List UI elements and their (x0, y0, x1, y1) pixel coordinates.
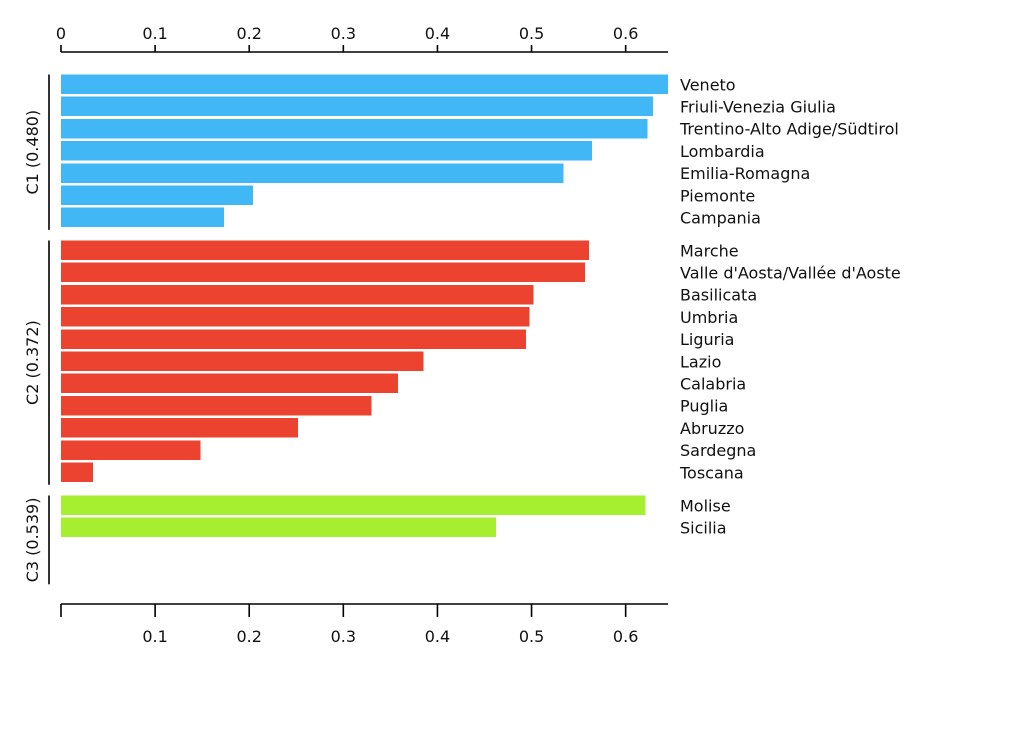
category-label-veneto: Veneto (680, 75, 736, 94)
category-label-molise: Molise (680, 496, 731, 515)
category-label-basilicata: Basilicata (680, 286, 757, 305)
bottom-tick-label: 0.6 (613, 627, 638, 646)
top-tick-label: 0.1 (142, 24, 167, 43)
cluster-group-c1: C1 (0.480) Veneto Friuli-Venezia Giulia Tre… (23, 74, 899, 230)
bar-lazio (61, 351, 424, 371)
bar-valle-d-aosta-vallee-d-aoste (61, 262, 586, 283)
bottom-x-axis: 0.1 0.2 0.3 0.4 0.5 0.6 (60, 603, 668, 646)
category-label-campania: Campania (680, 208, 761, 227)
bar-lombardia (61, 141, 592, 161)
category-label-emilia-romagna: Emilia-Romagna (680, 164, 810, 183)
bottom-tick-label: 0.1 (142, 627, 167, 646)
bar-veneto (61, 74, 668, 94)
bar-campania (61, 207, 224, 228)
bottom-tick-label: 0.3 (331, 627, 356, 646)
bar-toscana (61, 462, 93, 482)
top-x-axis: 0 0.1 0.2 0.3 0.4 0.5 0.6 (56, 24, 668, 53)
top-tick-label: 0 (56, 24, 66, 43)
bar-abruzzo (61, 418, 299, 438)
top-tick-label: 0.4 (425, 24, 450, 43)
category-label-sardegna: Sardegna (680, 441, 756, 460)
top-tick-label: 0.2 (236, 24, 261, 43)
bar-molise (61, 495, 646, 515)
category-label-toscana: Toscana (679, 463, 744, 482)
bar-friuli-venezia-giulia (61, 96, 653, 117)
bar-umbria (61, 307, 530, 327)
bar-piemonte (61, 185, 253, 205)
category-label-lombardia: Lombardia (680, 142, 765, 161)
top-tick-label: 0.5 (519, 24, 544, 43)
cluster-group-c2: C2 (0.372) Marche Valle d'Aosta/Vallée d'A… (23, 240, 901, 485)
category-label-valle-d-aosta-vallee-d-aoste: Valle d'Aosta/Vallée d'Aoste (680, 263, 901, 282)
category-label-friuli-venezia-giulia: Friuli-Venezia Giulia (680, 97, 836, 116)
category-label-lazio: Lazio (680, 352, 721, 371)
cluster-label: C2 (0.372) (23, 320, 42, 405)
category-label-marche: Marche (680, 241, 739, 260)
bar-calabria (61, 373, 398, 394)
bottom-tick-label: 0.4 (425, 627, 450, 646)
category-label-trentino-alto-adige-sudtirol: Trentino-Alto Adige/Südtirol (679, 120, 899, 139)
bar-marche (61, 240, 589, 260)
cluster-label: C1 (0.480) (23, 110, 42, 195)
bar-puglia (61, 395, 372, 416)
bottom-tick-label: 0.5 (519, 627, 544, 646)
category-label-puglia: Puglia (680, 397, 728, 416)
bar-liguria (61, 329, 526, 349)
category-label-abruzzo: Abruzzo (680, 419, 744, 438)
category-label-piemonte: Piemonte (680, 186, 755, 205)
bar-sardegna (61, 440, 201, 460)
category-label-calabria: Calabria (680, 374, 746, 393)
top-tick-label: 0.6 (613, 24, 638, 43)
category-label-liguria: Liguria (680, 330, 734, 349)
bar-basilicata (61, 284, 534, 305)
bar-groups: C1 (0.480) Veneto Friuli-Venezia Giulia Tre… (23, 74, 901, 585)
top-tick-label: 0.3 (331, 24, 356, 43)
category-label-umbria: Umbria (680, 308, 738, 327)
bar-sicilia (61, 517, 496, 538)
bar-emilia-romagna (61, 163, 564, 183)
bar-trentino-alto-adige-sudtirol (61, 118, 648, 139)
category-label-sicilia: Sicilia (680, 518, 727, 537)
bottom-tick-label: 0.2 (236, 627, 261, 646)
cluster-label: C3 (0.539) (23, 498, 42, 583)
cluster-group-c3: C3 (0.539) Molise Sicilia (23, 495, 731, 585)
